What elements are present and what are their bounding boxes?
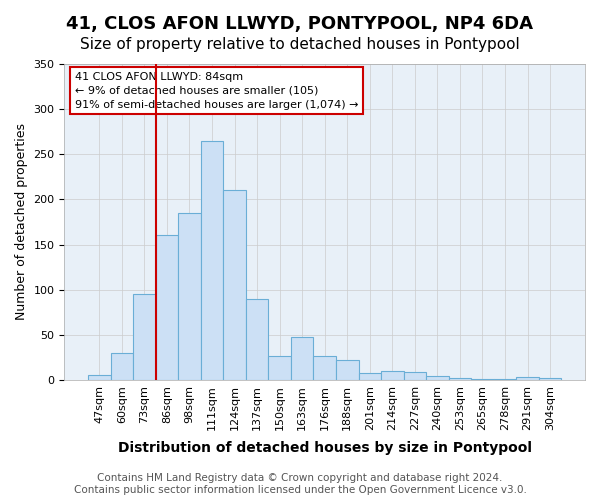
Bar — [494, 379, 516, 380]
Bar — [223, 190, 246, 380]
Bar — [268, 356, 291, 380]
Bar — [426, 376, 449, 380]
Bar — [449, 378, 471, 380]
Y-axis label: Number of detached properties: Number of detached properties — [15, 124, 28, 320]
Text: 41 CLOS AFON LLWYD: 84sqm
← 9% of detached houses are smaller (105)
91% of semi-: 41 CLOS AFON LLWYD: 84sqm ← 9% of detach… — [75, 72, 358, 110]
Bar — [178, 213, 201, 380]
Bar — [291, 338, 313, 380]
Bar — [516, 377, 539, 380]
Bar — [155, 236, 178, 380]
Bar — [313, 356, 336, 380]
Bar — [539, 378, 562, 380]
Bar — [88, 376, 110, 380]
Text: 41, CLOS AFON LLWYD, PONTYPOOL, NP4 6DA: 41, CLOS AFON LLWYD, PONTYPOOL, NP4 6DA — [67, 15, 533, 33]
Bar — [246, 298, 268, 380]
Bar — [359, 372, 381, 380]
Text: Size of property relative to detached houses in Pontypool: Size of property relative to detached ho… — [80, 38, 520, 52]
Bar — [336, 360, 359, 380]
Bar — [381, 371, 404, 380]
Bar — [201, 140, 223, 380]
Bar — [133, 294, 155, 380]
Bar — [110, 353, 133, 380]
Bar — [471, 379, 494, 380]
X-axis label: Distribution of detached houses by size in Pontypool: Distribution of detached houses by size … — [118, 441, 532, 455]
Text: Contains HM Land Registry data © Crown copyright and database right 2024.
Contai: Contains HM Land Registry data © Crown c… — [74, 474, 526, 495]
Bar — [404, 372, 426, 380]
